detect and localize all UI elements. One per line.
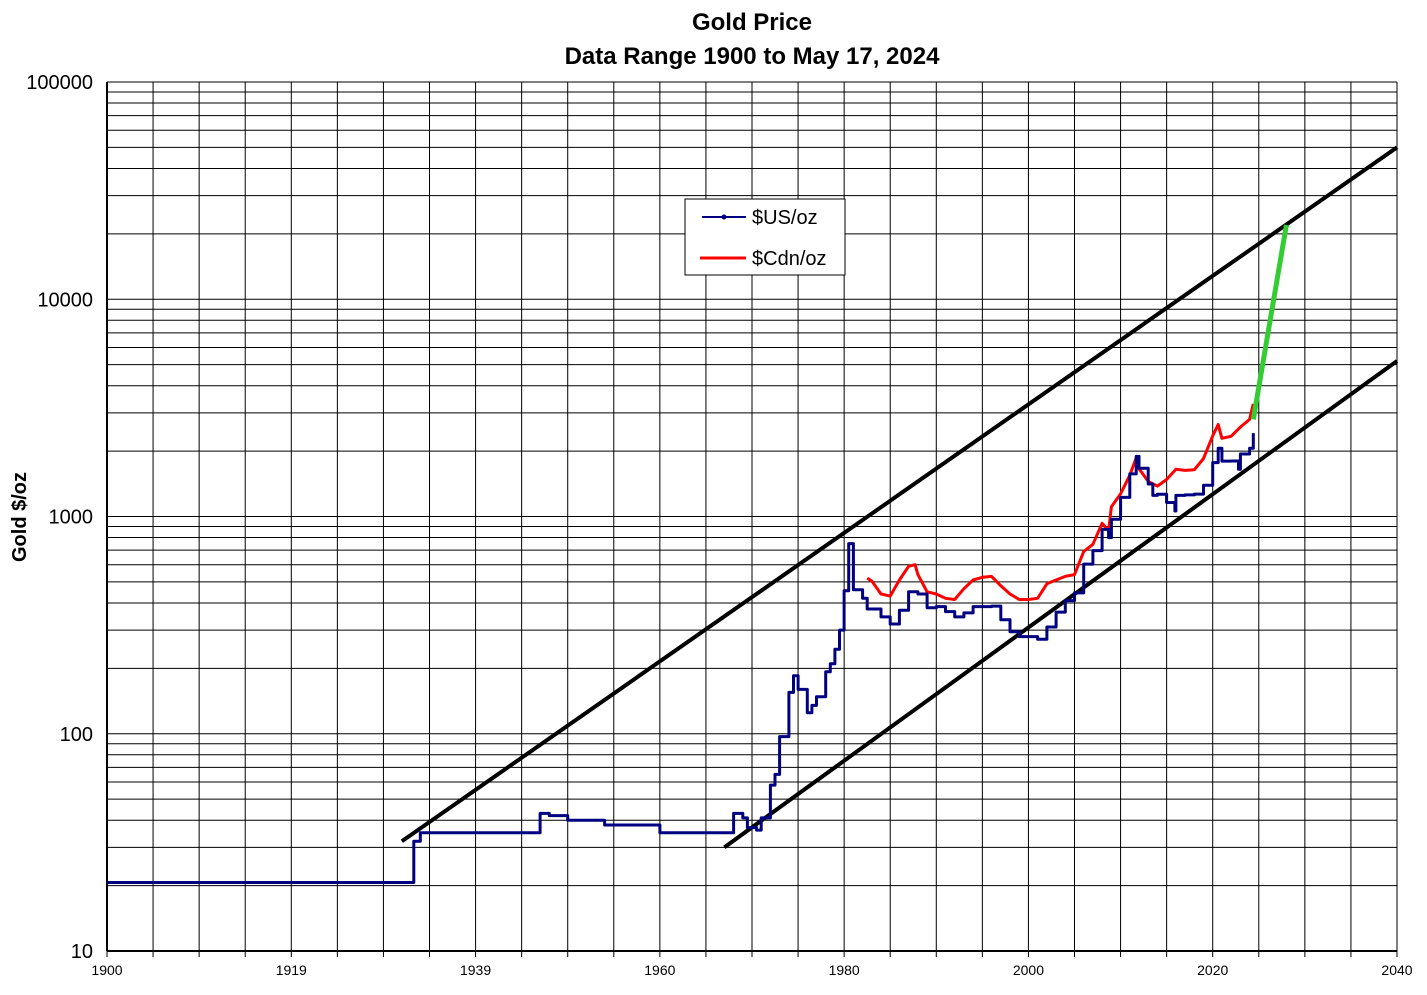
chart-title: Gold Price xyxy=(692,9,812,36)
series-line-usd xyxy=(107,433,1255,884)
y-tick-label: 10 xyxy=(71,941,93,963)
y-tick-label: 100 xyxy=(60,724,93,746)
y-tick-labels: 10 100 1000 10000 100000 xyxy=(26,72,93,963)
y-tick-label: 10000 xyxy=(37,289,93,311)
x-tick-label: 2000 xyxy=(1013,962,1044,978)
trend-channel-line xyxy=(400,145,1399,843)
series-line-cad xyxy=(866,403,1255,601)
y-tick-label: 100000 xyxy=(26,72,93,94)
legend: $US/oz $Cdn/oz xyxy=(684,198,846,276)
x-tick-label: 1980 xyxy=(829,962,860,978)
y-tick-label: 1000 xyxy=(49,507,94,529)
series-line-projection xyxy=(1250,224,1289,420)
legend-label-cad: $Cdn/oz xyxy=(752,248,827,270)
grid xyxy=(106,81,1398,957)
x-tick-label: 2020 xyxy=(1197,962,1228,978)
chart-subtitle: Data Range 1900 to May 17, 2024 xyxy=(565,43,941,70)
trend-channel-line xyxy=(723,359,1399,849)
legend-marker-usd xyxy=(721,214,727,220)
x-tick-label: 1939 xyxy=(460,962,491,978)
legend-box xyxy=(684,198,846,276)
y-axis-label: Gold $/oz xyxy=(9,472,31,562)
x-tick-labels: 1900 1919 1939 1960 1980 2000 2020 2040 xyxy=(91,962,1412,978)
x-tick-label: 1919 xyxy=(276,962,307,978)
x-tick-label: 2040 xyxy=(1381,962,1412,978)
legend-label-usd: $US/oz xyxy=(752,207,818,229)
trend-channel xyxy=(400,145,1399,849)
series xyxy=(107,224,1289,884)
x-tick-label: 1960 xyxy=(644,962,675,978)
x-tick-label: 1900 xyxy=(91,962,122,978)
